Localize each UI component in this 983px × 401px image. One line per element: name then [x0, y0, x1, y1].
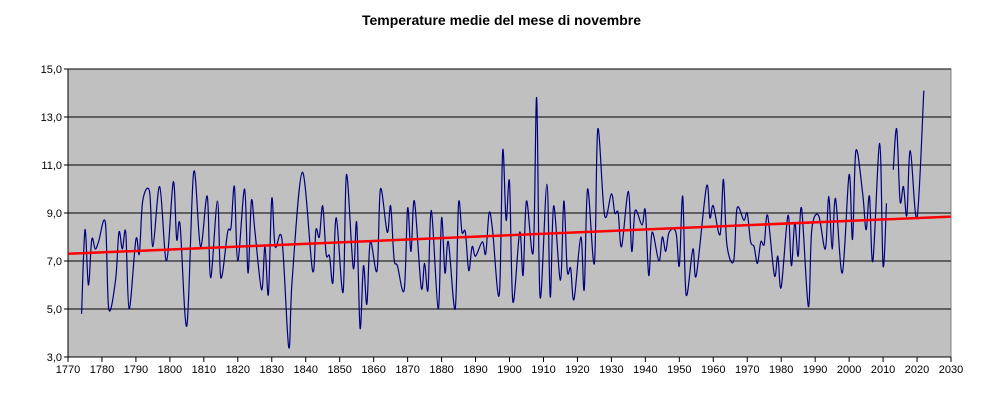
- trend-line: [67, 215, 952, 256]
- x-tick-label: 2010: [871, 364, 895, 376]
- x-tick-label: 1920: [565, 364, 589, 376]
- y-tick-label: 15,0: [41, 64, 62, 76]
- x-tick-label: 1810: [192, 364, 216, 376]
- x-tick-label: 1970: [735, 364, 759, 376]
- x-tick-label: 1960: [701, 364, 725, 376]
- x-tick-label: 1900: [497, 364, 521, 376]
- x-tick-label: 1890: [463, 364, 487, 376]
- x-tick-label: 1880: [429, 364, 453, 376]
- y-tick-label: 3,0: [47, 352, 62, 364]
- chart-title: Temperature medie del mese di novembre: [361, 12, 642, 28]
- x-tick-label: 1940: [633, 364, 657, 376]
- x-tick-label: 2030: [939, 364, 963, 376]
- x-tick-label: 2000: [837, 364, 861, 376]
- temperature-series-line-segment-1: [80, 97, 888, 349]
- x-tick-label: 1800: [158, 364, 182, 376]
- x-tick-label: 1860: [361, 364, 385, 376]
- x-tick-label: 1790: [124, 364, 148, 376]
- y-tick-label: 5,0: [47, 304, 62, 316]
- x-tick-label: 1990: [803, 364, 827, 376]
- x-tick-label: 1840: [293, 364, 317, 376]
- x-tick-label: 1780: [90, 364, 114, 376]
- y-tick-label: 9,0: [47, 208, 62, 220]
- y-tick-label: 11,0: [41, 160, 62, 172]
- x-tick-label: 1980: [769, 364, 793, 376]
- y-tick-label: 7,0: [47, 256, 62, 268]
- x-tick-label: 1930: [599, 364, 623, 376]
- x-tick-label: 1910: [531, 364, 555, 376]
- x-tick-label: 1850: [327, 364, 351, 376]
- x-tick-label: 1870: [395, 364, 419, 376]
- x-tick-label: 1770: [56, 364, 80, 376]
- x-tick-label: 2020: [905, 364, 929, 376]
- x-tick-label: 1950: [667, 364, 691, 376]
- x-tick-label: 1830: [260, 364, 284, 376]
- y-tick-label: 13,0: [41, 112, 62, 124]
- x-tick-label: 1820: [226, 364, 250, 376]
